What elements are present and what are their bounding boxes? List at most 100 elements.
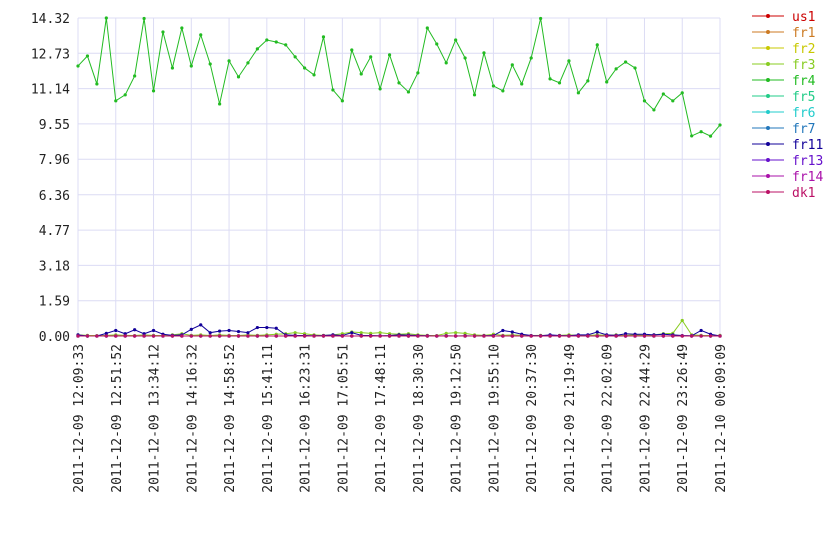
data-point	[378, 87, 382, 91]
data-point	[227, 334, 231, 338]
data-point	[85, 54, 90, 58]
series-line	[77, 17, 721, 137]
data-point	[161, 334, 165, 338]
data-point	[274, 334, 278, 338]
x-tick-label: 2011-12-09 17:05:51	[336, 344, 351, 493]
data-point	[708, 134, 713, 138]
x-tick-label: 2011-12-09 22:02:09	[601, 344, 616, 493]
x-tick-label: 2011-12-09 17:48:11	[374, 344, 389, 493]
data-point	[161, 30, 165, 34]
legend-label: fr13	[792, 154, 823, 169]
x-tick-label: 2011-12-09 16:23:31	[299, 344, 314, 493]
data-point	[170, 66, 175, 70]
legend-label: us1	[792, 10, 815, 25]
data-point	[133, 74, 137, 78]
y-tick-label: 6.36	[39, 189, 70, 204]
data-point	[595, 330, 599, 334]
legend-label: fr1	[792, 26, 815, 41]
legend-marker	[766, 94, 770, 98]
data-point	[236, 75, 241, 79]
x-tick-label: 2011-12-09 15:41:11	[261, 344, 276, 493]
data-point	[340, 99, 344, 103]
data-point	[359, 72, 363, 76]
y-tick-label: 9.55	[39, 118, 70, 133]
data-point	[350, 331, 354, 335]
data-point	[614, 334, 618, 338]
data-point	[208, 62, 212, 66]
data-point	[548, 77, 552, 81]
data-point	[180, 334, 184, 338]
data-point	[595, 43, 599, 47]
data-point	[614, 67, 618, 71]
x-tick-label: 2011-12-09 20:37:30	[525, 344, 540, 493]
data-point	[671, 99, 675, 103]
data-point	[293, 55, 297, 59]
data-point	[623, 60, 628, 64]
y-tick-label: 1.59	[39, 295, 70, 310]
data-point	[454, 334, 458, 338]
data-point	[246, 61, 250, 65]
data-point	[189, 334, 193, 338]
data-point	[520, 82, 524, 86]
data-point	[331, 88, 335, 92]
data-point	[85, 334, 90, 338]
data-point	[454, 38, 458, 42]
data-point	[208, 331, 212, 335]
legend-label: fr14	[792, 170, 823, 185]
data-point	[482, 51, 486, 55]
legend-label: fr2	[792, 42, 815, 57]
data-point	[406, 334, 411, 338]
data-point	[199, 334, 203, 338]
y-tick-label: 11.14	[31, 83, 70, 98]
data-point	[284, 334, 288, 338]
data-point	[718, 334, 722, 338]
data-point	[510, 334, 514, 338]
x-tick-label: 2011-12-09 13:34:12	[148, 344, 163, 493]
data-point	[472, 334, 477, 338]
data-point	[425, 26, 429, 30]
data-point	[95, 82, 99, 86]
data-point	[576, 91, 580, 95]
data-point	[463, 56, 467, 60]
data-point	[699, 328, 703, 333]
data-point	[331, 334, 335, 338]
data-point	[510, 63, 514, 67]
data-point	[623, 334, 628, 338]
data-point	[690, 334, 694, 338]
data-point	[369, 55, 373, 59]
data-point	[699, 334, 703, 338]
data-point	[595, 334, 599, 338]
legend-label: fr3	[792, 58, 815, 73]
data-point	[454, 331, 458, 335]
data-point	[123, 93, 127, 97]
x-tick-label: 2011-12-09 12:09:33	[72, 344, 87, 493]
data-point	[671, 334, 675, 338]
data-point	[444, 334, 448, 338]
data-point	[302, 66, 307, 70]
data-point	[567, 334, 571, 338]
data-point	[123, 334, 127, 338]
data-point	[321, 35, 326, 39]
legend-marker	[766, 158, 770, 162]
y-tick-label: 12.73	[31, 47, 70, 62]
data-point	[633, 334, 637, 338]
data-point	[312, 334, 316, 338]
data-point	[142, 16, 146, 21]
data-point	[680, 334, 684, 338]
data-point	[274, 40, 278, 44]
data-point	[114, 328, 118, 333]
data-point	[227, 59, 231, 63]
data-point	[708, 334, 713, 338]
data-point	[123, 332, 127, 336]
data-point	[444, 61, 448, 65]
data-point	[378, 331, 382, 335]
data-point	[293, 331, 297, 335]
data-point	[605, 80, 609, 84]
data-point	[435, 42, 439, 46]
legend-label: fr6	[792, 106, 815, 121]
data-point	[236, 334, 241, 338]
data-point	[312, 73, 316, 77]
data-point	[340, 334, 344, 338]
legend-marker	[766, 78, 770, 82]
